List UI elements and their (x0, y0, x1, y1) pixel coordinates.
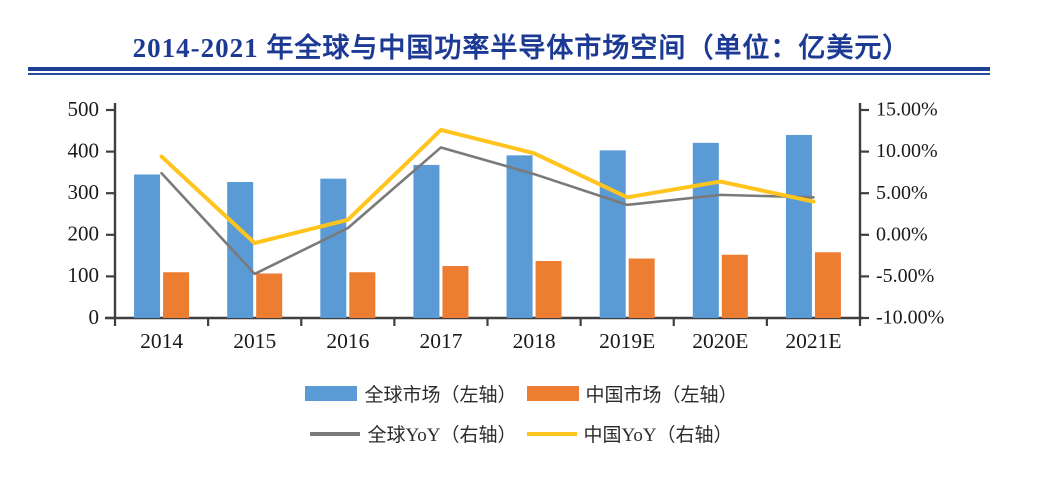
china-market-bar-2019E (628, 258, 655, 318)
legend-label-china-yoy: 中国YoY（右轴） (583, 425, 733, 446)
legend-item-china-market: 中国市场（左轴） (526, 380, 738, 407)
china-market-bar-2015 (256, 273, 283, 318)
right-axis-tick-label: -5.00% (876, 265, 934, 287)
left-axis-tick-label: 200 (68, 222, 100, 246)
left-axis-tick-label: 400 (68, 138, 100, 162)
global-market-bar-2020E (692, 142, 719, 318)
title-divider-rule (28, 67, 990, 75)
left-axis-tick-label: 500 (68, 97, 100, 121)
global-yoy-line (160, 146, 815, 276)
china-market-bar-2021E (814, 252, 841, 318)
left-axis-tick-label: 300 (68, 180, 100, 204)
legend-item-global-market: 全球市场（左轴） (305, 380, 517, 407)
chart-legend: 全球市场（左轴） 中国市场（左轴） 全球YoY（右轴） 中国YoY（右轴） (0, 380, 1043, 447)
global-market-bar-2021E (785, 134, 812, 318)
china-market-bar-2020E (721, 254, 748, 318)
x-axis-category-label: 2015 (233, 329, 276, 353)
left-axis-tick-label: 100 (68, 263, 100, 287)
global-market-bar-2014 (134, 174, 161, 318)
global-market-bar-2017 (413, 164, 440, 318)
left-axis-tick-label: 0 (89, 305, 100, 329)
x-axis-category-label: 2020E (692, 329, 748, 353)
global-market-bar-2019E (599, 150, 626, 318)
legend-label-china-market: 中国市场（左轴） (585, 385, 738, 406)
combo-chart-plot: 500 15.00% 400 10.00% 300 5.00% 200 0.00% 100 -5.… (68, 97, 945, 353)
right-axis-tick-label: 15.00% (876, 99, 938, 121)
x-axis-category-label: 2018 (513, 329, 556, 353)
right-axis-tick-label: 10.00% (876, 140, 938, 162)
global-market-bar-2016 (320, 178, 347, 318)
x-axis-category-label: 2016 (326, 329, 369, 353)
china-market-bar-2016 (349, 272, 376, 318)
right-axis-tick-label: -10.00% (876, 307, 944, 329)
china-market-swatch-icon (526, 386, 579, 401)
chart-title: 2014-2021 年全球与中国功率半导体市场空间（单位：亿美元） (132, 33, 911, 63)
legend-row-bars: 全球市场（左轴） 中国市场（左轴） (305, 380, 738, 407)
legend-item-global-yoy: 全球YoY（右轴） (310, 420, 517, 447)
global-yoy-line-swatch-icon (310, 431, 361, 436)
legend-row-lines: 全球YoY（右轴） 中国YoY（右轴） (310, 420, 733, 447)
china-yoy-line (159, 127, 816, 246)
legend-label-global-yoy: 全球YoY（右轴） (367, 425, 517, 446)
china-yoy-line-swatch-icon (526, 431, 577, 436)
china-market-bar-2014 (163, 272, 190, 318)
global-market-bar-2018 (506, 155, 533, 318)
china-market-bar-2018 (535, 261, 562, 318)
legend-label-global-market: 全球市场（左轴） (364, 385, 517, 406)
global-market-swatch-icon (305, 386, 358, 401)
legend-item-china-yoy: 中国YoY（右轴） (526, 420, 733, 447)
right-axis-tick-label: 0.00% (876, 223, 928, 245)
right-axis-tick-label: 5.00% (876, 182, 928, 204)
x-axis-category-label: 2017 (419, 329, 462, 353)
x-axis-category-label: 2019E (599, 329, 655, 353)
x-axis-category-label: 2021E (785, 329, 841, 353)
china-market-bar-2017 (442, 266, 469, 318)
x-axis-category-label: 2014 (140, 329, 183, 353)
